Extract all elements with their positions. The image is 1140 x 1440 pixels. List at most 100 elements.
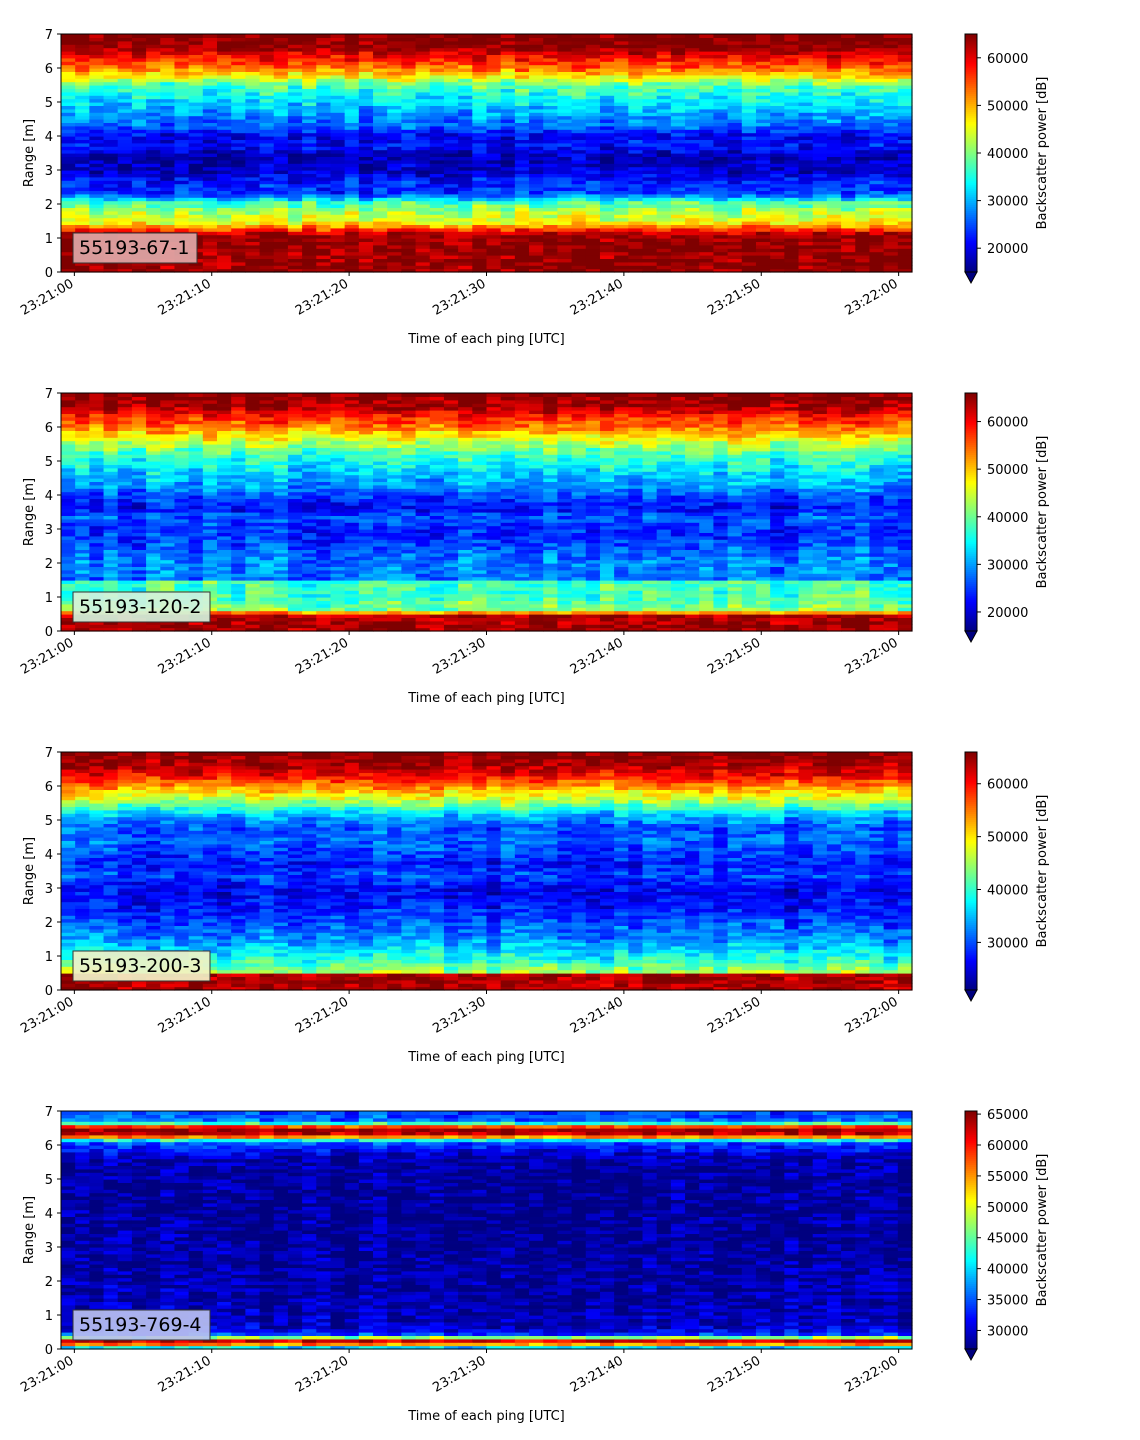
- heatmap-cell: [274, 218, 289, 222]
- heatmap-cell: [416, 150, 431, 154]
- x-tick-label: 23:21:30: [430, 276, 488, 318]
- heatmap-cell: [543, 201, 558, 205]
- heatmap-cell: [104, 150, 119, 154]
- heatmap-cell: [855, 133, 870, 137]
- heatmap-cell: [132, 201, 147, 205]
- heatmap-cell: [543, 194, 558, 198]
- heatmap-cell: [288, 150, 303, 154]
- heatmap-cell: [671, 143, 686, 147]
- heatmap-cell: [869, 265, 884, 269]
- heatmap-cell: [501, 228, 516, 232]
- heatmap-cell: [245, 201, 260, 205]
- heatmap-cell: [288, 184, 303, 188]
- heatmap-cell: [884, 235, 899, 239]
- heatmap-cell: [146, 194, 161, 198]
- heatmap-cell: [430, 211, 445, 215]
- heatmap-cell: [160, 228, 175, 232]
- heatmap-cell: [855, 150, 870, 154]
- heatmap-cell: [104, 133, 119, 137]
- heatmap-cell: [260, 265, 275, 269]
- heatmap-cell: [827, 160, 842, 164]
- heatmap-cell: [231, 228, 246, 232]
- heatmap-cell: [174, 265, 189, 269]
- heatmap-cell: [543, 218, 558, 222]
- heatmap-cell: [487, 150, 502, 154]
- heatmap-cell: [869, 194, 884, 198]
- heatmap-cell: [742, 252, 757, 256]
- heatmap-cell: [515, 211, 530, 215]
- heatmap-cell: [799, 228, 814, 232]
- heatmap-cell: [855, 201, 870, 205]
- heatmap-cell: [699, 228, 714, 232]
- heatmap-cell: [529, 160, 544, 164]
- heatmap-cell: [472, 201, 487, 205]
- heatmap-cell: [89, 160, 104, 164]
- heatmap-cell: [430, 167, 445, 171]
- heatmap-cell: [416, 228, 431, 232]
- heatmap-cell: [671, 228, 686, 232]
- heatmap-cell: [75, 143, 90, 147]
- heatmap-cell: [713, 143, 728, 147]
- heatmap-cell: [898, 252, 913, 256]
- heatmap-cell: [742, 143, 757, 147]
- heatmap-cell: [770, 252, 785, 256]
- heatmap-cell: [316, 252, 331, 256]
- heatmap-cell: [330, 143, 345, 147]
- heatmap-cell: [614, 150, 629, 154]
- heatmap-cell: [643, 228, 658, 232]
- heatmap-cell: [373, 150, 388, 154]
- y-tick-label: 4: [45, 130, 53, 145]
- heatmap-cell: [472, 34, 487, 38]
- heatmap-cell: [260, 228, 275, 232]
- heatmap-cell: [501, 245, 516, 249]
- heatmap-cell: [529, 150, 544, 154]
- y-tick-label: 7: [45, 28, 53, 43]
- y-tick-label: 1: [45, 232, 53, 247]
- heatmap-cell: [373, 211, 388, 215]
- heatmap-cell: [784, 228, 799, 232]
- heatmap-cell: [784, 211, 799, 215]
- heatmap-cell: [557, 218, 572, 222]
- heatmap-cell: [373, 167, 388, 171]
- heatmap-cell: [884, 211, 899, 215]
- heatmap-cell: [742, 228, 757, 232]
- heatmap-cell: [728, 34, 743, 38]
- heatmap-cell: [572, 228, 587, 232]
- heatmap-cell: [557, 133, 572, 137]
- heatmap-cell: [330, 150, 345, 154]
- heatmap-cell: [104, 160, 119, 164]
- heatmap-cell: [543, 167, 558, 171]
- heatmap-cell: [827, 211, 842, 215]
- heatmap-cell: [728, 218, 743, 222]
- heatmap-cell: [288, 160, 303, 164]
- heatmap-cell: [472, 228, 487, 232]
- heatmap-cell: [316, 133, 331, 137]
- heatmap-cell: [841, 133, 856, 137]
- heatmap-cell: [799, 194, 814, 198]
- heatmap-cell: [146, 177, 161, 181]
- heatmap-cell: [302, 150, 317, 154]
- heatmap-cell: [160, 393, 175, 397]
- heatmap-cell: [799, 211, 814, 215]
- heatmap-cell: [359, 150, 374, 154]
- heatmap-cell: [189, 160, 204, 164]
- heatmap-cell: [898, 184, 913, 188]
- heatmap-cell: [174, 184, 189, 188]
- heatmap-cell: [345, 201, 360, 205]
- heatmap-cell: [387, 252, 402, 256]
- heatmap-cell: [160, 167, 175, 171]
- heatmap-cell: [373, 235, 388, 239]
- heatmap-cell: [174, 201, 189, 205]
- heatmap-cell: [543, 265, 558, 269]
- heatmap-cell: [458, 228, 473, 232]
- heatmap-cell: [813, 265, 828, 269]
- heatmap-cell: [628, 245, 643, 249]
- heatmap-cell: [685, 194, 700, 198]
- heatmap-cell: [855, 252, 870, 256]
- heatmap-cell: [557, 184, 572, 188]
- heatmap-cell: [444, 143, 459, 147]
- heatmap-cell: [75, 218, 90, 222]
- heatmap-cell: [671, 167, 686, 171]
- heatmap-cell: [61, 184, 76, 188]
- heatmap-cell: [643, 201, 658, 205]
